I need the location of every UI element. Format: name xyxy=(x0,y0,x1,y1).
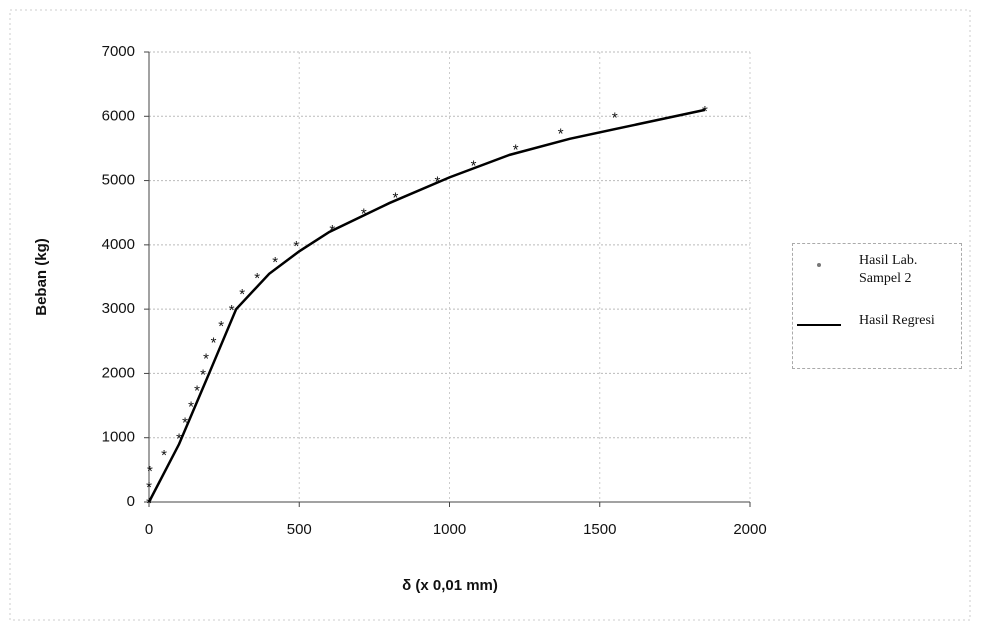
legend-label: Hasil Regresi xyxy=(859,313,935,328)
data-point: * xyxy=(182,415,188,432)
data-point: * xyxy=(254,270,260,287)
data-point: * xyxy=(194,382,200,399)
data-point: * xyxy=(218,318,224,335)
legend-item: Hasil Lab. Sampel 2 xyxy=(793,252,961,302)
data-point: * xyxy=(203,350,209,367)
y-tick-label: 0 xyxy=(127,493,135,510)
data-point: * xyxy=(272,254,278,271)
data-point: * xyxy=(612,109,618,126)
data-point: * xyxy=(147,463,153,480)
legend: Hasil Lab. Sampel 2 Hasil Regresi xyxy=(792,243,962,369)
x-tick-label: 500 xyxy=(287,521,312,538)
y-tick-label: 4000 xyxy=(102,236,135,253)
data-point: * xyxy=(702,103,708,120)
x-tick-label: 0 xyxy=(145,521,153,538)
chart-border xyxy=(9,9,971,621)
data-point: * xyxy=(471,157,477,174)
legend-item: Hasil Regresi xyxy=(793,312,961,362)
y-axis-title: Beban (kg) xyxy=(33,238,50,316)
legend-swatch xyxy=(817,263,821,267)
data-point: * xyxy=(176,431,182,448)
data-point: * xyxy=(293,238,299,255)
y-tick-label: 1000 xyxy=(102,429,135,446)
data-point: * xyxy=(558,125,564,142)
data-point: * xyxy=(146,495,152,512)
data-point: * xyxy=(188,399,194,416)
data-point: * xyxy=(200,366,206,383)
legend-label: Hasil Lab. Sampel 2 xyxy=(859,253,918,286)
data-point: * xyxy=(229,302,235,319)
data-point: * xyxy=(146,479,152,496)
y-tick-label: 3000 xyxy=(102,300,135,317)
y-tick-label: 7000 xyxy=(102,43,135,60)
x-axis-title: δ (x 0,01 mm) xyxy=(402,577,498,594)
data-point: * xyxy=(211,334,217,351)
x-tick-label: 1000 xyxy=(433,521,466,538)
x-tick-label: 1500 xyxy=(583,521,616,538)
data-point: * xyxy=(513,141,519,158)
regression-line xyxy=(147,108,706,503)
x-tick-label: 2000 xyxy=(733,521,766,538)
data-point: * xyxy=(239,286,245,303)
legend-swatch xyxy=(797,324,841,326)
legend-marker xyxy=(817,263,821,267)
y-tick-label: 6000 xyxy=(102,107,135,124)
data-point: * xyxy=(392,190,398,207)
data-point: * xyxy=(161,447,167,464)
y-tick-label: 2000 xyxy=(102,364,135,381)
y-tick-label: 5000 xyxy=(102,172,135,189)
